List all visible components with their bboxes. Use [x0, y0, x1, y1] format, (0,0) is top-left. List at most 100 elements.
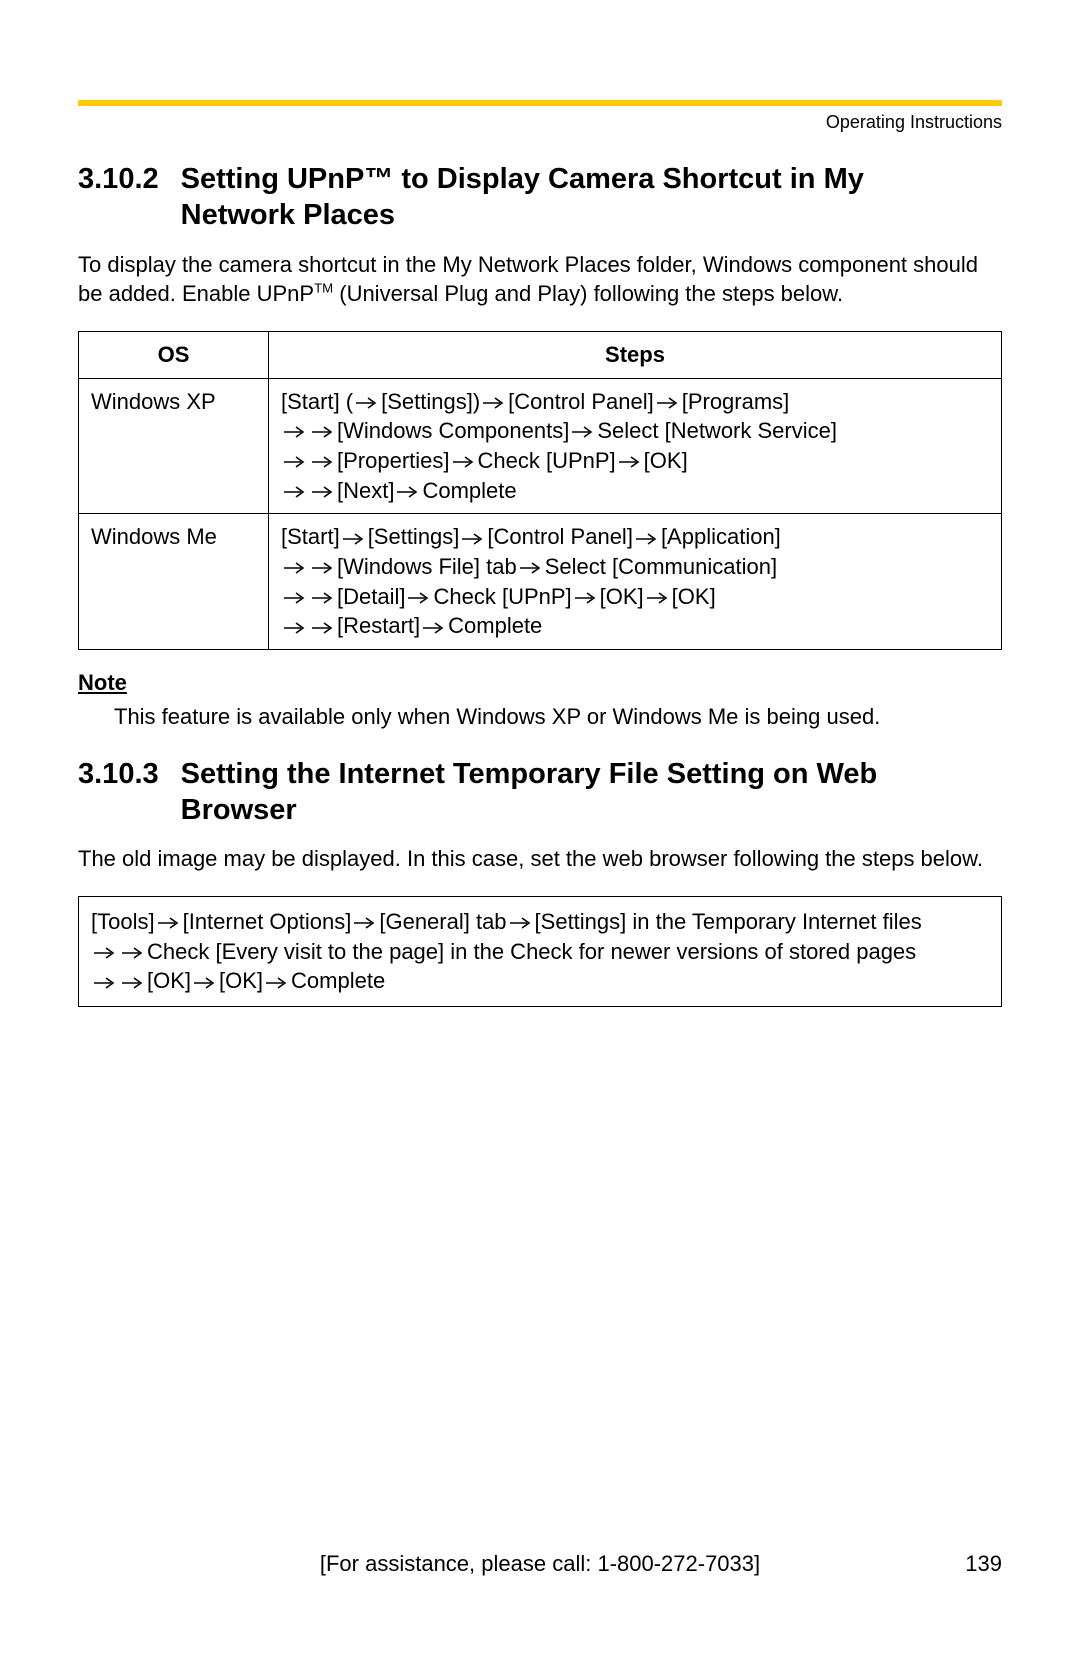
note-label: Note — [78, 670, 1002, 696]
step-token: [Programs] — [682, 389, 790, 414]
step-token: [OK] — [219, 968, 263, 993]
page-footer: [For assistance, please call: 1-800-272-… — [78, 1551, 1002, 1577]
step-token: [Detail] — [337, 584, 405, 609]
arrow-icon — [283, 562, 307, 574]
steps-cell: [Start] [Settings] [Control Panel] [Applica… — [269, 514, 1002, 650]
arrow-icon — [407, 592, 431, 604]
step-token: [Settings] — [368, 524, 460, 549]
running-head: Operating Instructions — [78, 112, 1002, 133]
step-token: [Start] — [281, 524, 340, 549]
arrow-icon — [519, 562, 543, 574]
step-token: [Restart] — [337, 613, 420, 638]
arrow-icon — [311, 562, 335, 574]
step-token: Complete — [291, 968, 385, 993]
section-title: Setting the Internet Temporary File Sett… — [181, 756, 1002, 829]
section2-intro: The old image may be displayed. In this … — [78, 844, 1002, 874]
steps-cell: [Start] ( [Settings]) [Control Panel] [Prog… — [269, 378, 1002, 514]
arrow-icon — [283, 622, 307, 634]
arrow-icon — [283, 486, 307, 498]
col-header-steps: Steps — [269, 331, 1002, 378]
arrow-icon — [93, 947, 117, 959]
step-token: [Control Panel] — [487, 524, 633, 549]
step-token: Check [UPnP] — [478, 448, 616, 473]
arrow-icon — [193, 977, 217, 989]
col-header-os: OS — [79, 331, 269, 378]
arrow-icon — [311, 622, 335, 634]
arrow-icon — [157, 917, 181, 929]
arrow-icon — [353, 917, 377, 929]
step-token: [Application] — [661, 524, 781, 549]
section-heading: 3.10.2 Setting UPnP™ to Display Camera S… — [78, 161, 1002, 234]
arrow-icon — [283, 456, 307, 468]
step-token: [General] tab — [379, 909, 506, 934]
step-token: [Internet Options] — [183, 909, 352, 934]
step-token: [Start] ( — [281, 389, 353, 414]
arrow-icon — [265, 977, 289, 989]
title-line-1: Setting UPnP™ to Display Camera Shortcut… — [181, 163, 864, 195]
step-token: [Properties] — [337, 448, 450, 473]
section-intro: To display the camera shortcut in the My… — [78, 250, 1002, 309]
arrow-icon — [121, 977, 145, 989]
step-token: [Settings]) — [381, 389, 480, 414]
trademark-superscript: TM — [314, 281, 333, 296]
arrow-icon — [342, 533, 366, 545]
arrow-icon — [422, 622, 446, 634]
step-token: [OK] — [600, 584, 644, 609]
section-heading: 3.10.3 Setting the Internet Temporary Fi… — [78, 756, 1002, 829]
upnp-steps-table: OS Steps Windows XP [Start] ( [Settings])… — [78, 331, 1002, 650]
section-title: Setting UPnP™ to Display Camera Shortcut… — [181, 161, 1002, 234]
step-token: Complete — [422, 478, 516, 503]
arrow-icon — [452, 456, 476, 468]
title-line-1: Setting the Internet Temporary File Sett… — [181, 758, 878, 790]
document-page: Operating Instructions 3.10.2 Setting UP… — [0, 0, 1080, 1669]
intro-part2: (Universal Plug and Play) following the … — [333, 281, 843, 306]
step-token: [Tools] — [91, 909, 155, 934]
table-row: Windows XP [Start] ( [Settings]) [Control … — [79, 378, 1002, 514]
arrow-icon — [461, 533, 485, 545]
step-token: Check [UPnP] — [433, 584, 571, 609]
title-line-2: Browser — [181, 794, 297, 826]
step-token: [Settings] in the Temporary Internet fil… — [535, 909, 922, 934]
arrow-icon — [656, 397, 680, 409]
step-token: [Control Panel] — [508, 389, 654, 414]
arrow-icon — [311, 456, 335, 468]
section-3-10-3: 3.10.3 Setting the Internet Temporary Fi… — [78, 756, 1002, 1007]
step-token: [OK] — [672, 584, 716, 609]
arrow-icon — [396, 486, 420, 498]
step-token: Complete — [448, 613, 542, 638]
assistance-text: [For assistance, please call: 1-800-272-… — [138, 1551, 942, 1577]
step-token: Check [Every visit to the page] in the C… — [147, 939, 916, 964]
arrow-icon — [574, 592, 598, 604]
arrow-icon — [646, 592, 670, 604]
step-token: [Windows File] tab — [337, 554, 517, 579]
note-text: This feature is available only when Wind… — [114, 702, 1002, 732]
arrow-icon — [283, 592, 307, 604]
page-number: 139 — [942, 1551, 1002, 1577]
section-3-10-2: 3.10.2 Setting UPnP™ to Display Camera S… — [78, 161, 1002, 732]
table-header-row: OS Steps — [79, 331, 1002, 378]
arrow-icon — [311, 426, 335, 438]
arrow-icon — [482, 397, 506, 409]
arrow-icon — [618, 456, 642, 468]
step-token: Select [Network Service] — [597, 418, 837, 443]
os-cell: Windows Me — [79, 514, 269, 650]
title-line-2: Network Places — [181, 199, 395, 231]
table-row: Windows Me [Start] [Settings] [Control Pan… — [79, 514, 1002, 650]
arrow-icon — [93, 977, 117, 989]
arrow-icon — [311, 486, 335, 498]
step-token: [OK] — [147, 968, 191, 993]
arrow-icon — [283, 426, 307, 438]
browser-steps-box: [Tools] [Internet Options] [General] tab [S… — [78, 896, 1002, 1007]
os-cell: Windows XP — [79, 378, 269, 514]
step-token: [OK] — [644, 448, 688, 473]
arrow-icon — [311, 592, 335, 604]
header-rule — [78, 100, 1002, 106]
step-token: Select [Communication] — [545, 554, 777, 579]
arrow-icon — [509, 917, 533, 929]
step-token: [Windows Components] — [337, 418, 569, 443]
section-number: 3.10.3 — [78, 756, 159, 792]
arrow-icon — [121, 947, 145, 959]
section-number: 3.10.2 — [78, 161, 159, 197]
arrow-icon — [355, 397, 379, 409]
step-token: [Next] — [337, 478, 394, 503]
